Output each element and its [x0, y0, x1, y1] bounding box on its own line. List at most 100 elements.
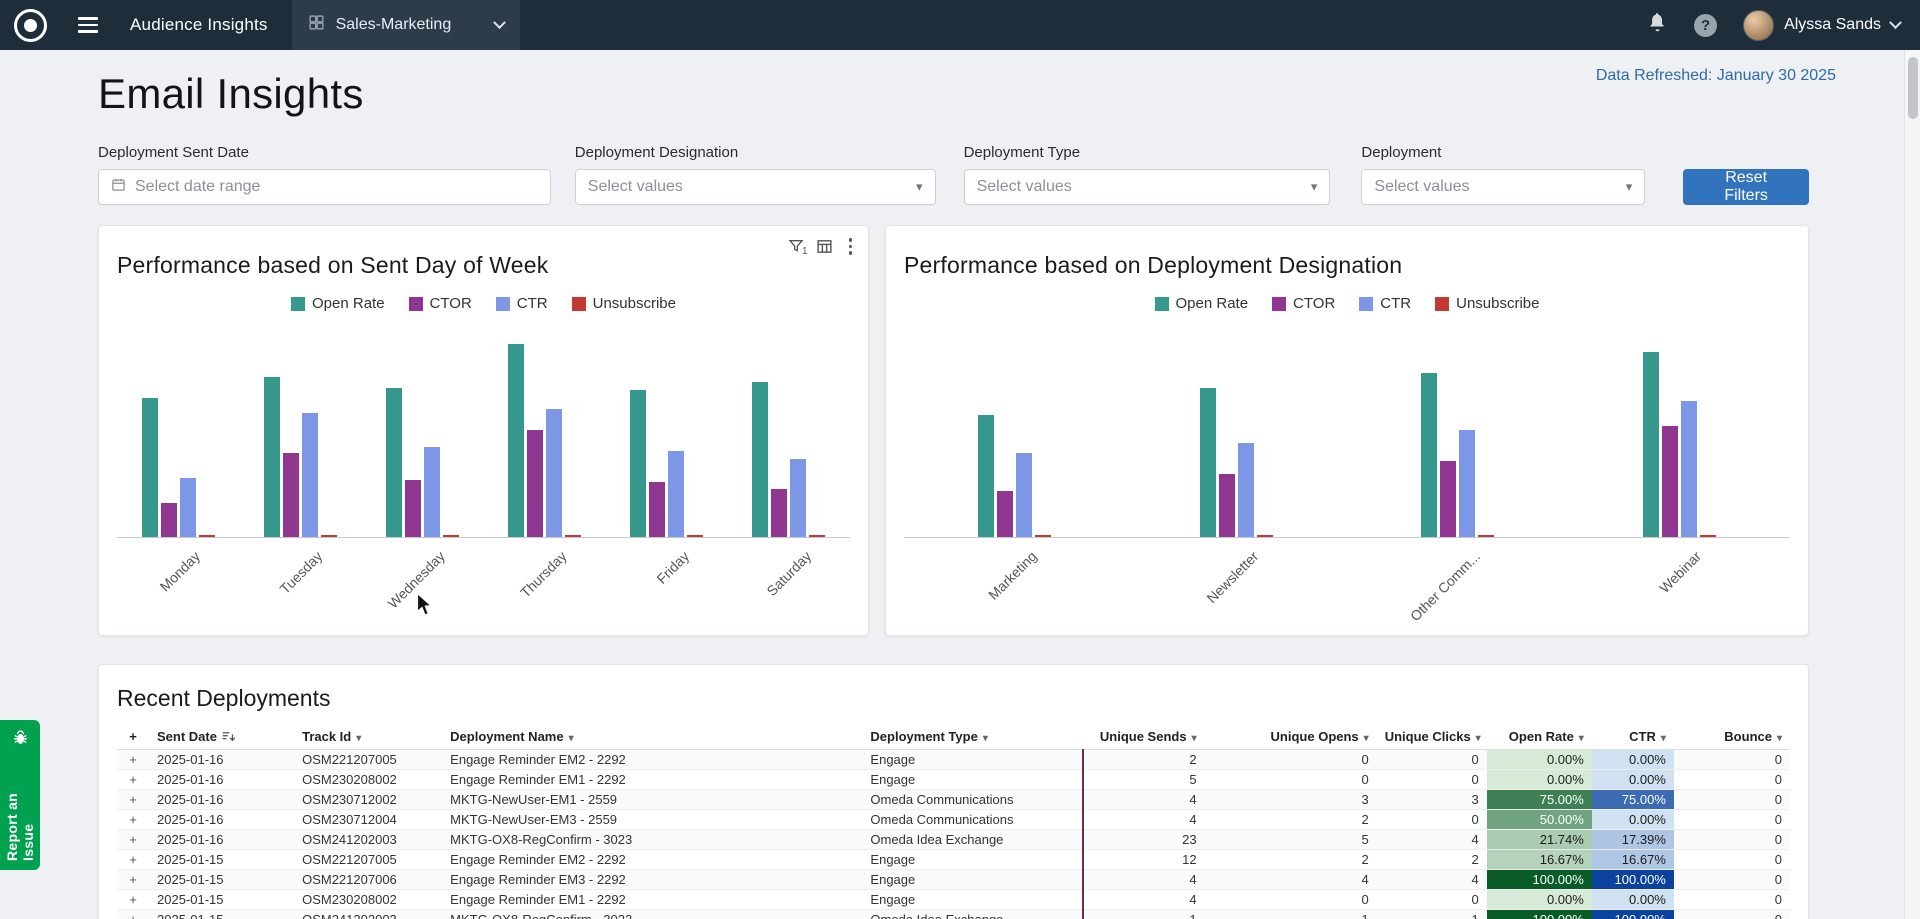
row-expand-button[interactable]: + — [117, 890, 149, 910]
bar-ctr[interactable] — [790, 459, 806, 537]
bar-ctr[interactable] — [1681, 401, 1697, 538]
bar-ctor[interactable] — [997, 491, 1013, 537]
bar-ctor[interactable] — [1662, 426, 1678, 537]
row-expand-button[interactable]: + — [117, 910, 149, 919]
column-header-unique-clicks[interactable]: Unique Clicks▾ — [1377, 724, 1487, 750]
column-header-track-id[interactable]: Track Id▾ — [294, 724, 442, 750]
scrollbar-thumb[interactable] — [1908, 57, 1918, 119]
column-filter-caret-icon[interactable]: ▾ — [356, 733, 361, 744]
bar-open-rate[interactable] — [1643, 352, 1659, 537]
help-icon[interactable]: ? — [1694, 14, 1717, 37]
row-expand-button[interactable]: + — [117, 750, 149, 770]
column-header-deployment-type[interactable]: Deployment Type▾ — [862, 724, 1082, 750]
column-header-expand[interactable]: + — [117, 724, 149, 750]
bar-unsubscribe[interactable] — [687, 535, 703, 537]
legend-item-open-rate[interactable]: Open Rate — [291, 295, 385, 312]
row-expand-button[interactable]: + — [117, 870, 149, 890]
column-filter-caret-icon[interactable]: ▾ — [1661, 733, 1666, 744]
column-header-open-rate[interactable]: Open Rate▾ — [1487, 724, 1592, 750]
bar-ctor[interactable] — [1440, 461, 1456, 537]
bar-ctr[interactable] — [668, 451, 684, 537]
column-header-unique-sends[interactable]: Unique Sends▾ — [1083, 724, 1205, 750]
legend-item-ctr[interactable]: CTR — [1359, 295, 1411, 312]
bar-ctor[interactable] — [405, 480, 421, 537]
notifications-bell-icon[interactable] — [1647, 12, 1668, 38]
column-header-ctr[interactable]: CTR▾ — [1592, 724, 1674, 750]
bar-open-rate[interactable] — [508, 344, 524, 537]
column-header-unique-opens[interactable]: Unique Opens▾ — [1205, 724, 1377, 750]
bar-open-rate[interactable] — [752, 382, 768, 537]
bar-open-rate[interactable] — [1421, 373, 1437, 537]
column-header-bounce[interactable]: Bounce▾ — [1674, 724, 1790, 750]
kebab-menu-icon[interactable] — [845, 236, 857, 257]
bar-unsubscribe[interactable] — [1478, 535, 1494, 537]
column-filter-caret-icon[interactable]: ▾ — [569, 733, 574, 744]
row-expand-button[interactable]: + — [117, 810, 149, 830]
bar-ctor[interactable] — [649, 482, 665, 537]
row-expand-button[interactable]: + — [117, 770, 149, 790]
column-filter-caret-icon[interactable]: ▾ — [1476, 733, 1481, 744]
column-filter-caret-icon[interactable]: ▾ — [1192, 733, 1197, 744]
bar-open-rate[interactable] — [142, 398, 158, 537]
x-axis-label-text: Newsletter — [1203, 548, 1261, 606]
bar-unsubscribe[interactable] — [443, 535, 459, 537]
bar-open-rate[interactable] — [264, 377, 280, 537]
bar-unsubscribe[interactable] — [809, 535, 825, 537]
hamburger-menu-icon[interactable] — [78, 17, 98, 33]
bar-open-rate[interactable] — [630, 390, 646, 537]
table-row: +2025-01-15OSM221207005Engage Reminder E… — [117, 850, 1790, 870]
bar-open-rate[interactable] — [978, 415, 994, 537]
table-row: +2025-01-16OSM221207005Engage Reminder E… — [117, 750, 1790, 770]
bar-unsubscribe[interactable] — [1700, 535, 1716, 537]
bar-ctor[interactable] — [283, 453, 299, 537]
column-header-deployment-name[interactable]: Deployment Name▾ — [442, 724, 862, 750]
bar-ctr[interactable] — [180, 478, 196, 537]
row-expand-button[interactable]: + — [117, 850, 149, 870]
report-issue-button[interactable]: Report an Issue — [0, 720, 40, 870]
bar-ctr[interactable] — [1459, 430, 1475, 537]
bar-unsubscribe[interactable] — [321, 535, 337, 537]
type-select[interactable]: Select values ▾ — [964, 169, 1331, 205]
bar-ctor[interactable] — [1219, 474, 1235, 537]
legend-item-unsubscribe[interactable]: Unsubscribe — [1435, 295, 1539, 312]
column-header-sent-date[interactable]: Sent Date — [149, 724, 294, 750]
bar-ctor[interactable] — [527, 430, 543, 537]
legend-item-open-rate[interactable]: Open Rate — [1155, 295, 1249, 312]
legend-item-ctor[interactable]: CTOR — [1272, 295, 1335, 312]
bar-unsubscribe[interactable] — [1035, 535, 1051, 537]
bar-unsubscribe[interactable] — [565, 535, 581, 537]
column-filter-caret-icon[interactable]: ▾ — [1579, 733, 1584, 744]
reset-filters-button[interactable]: Reset Filters — [1683, 169, 1809, 205]
bar-ctr[interactable] — [424, 447, 440, 537]
bar-ctr[interactable] — [546, 409, 562, 537]
row-expand-button[interactable]: + — [117, 790, 149, 810]
column-filter-caret-icon[interactable]: ▾ — [1777, 733, 1782, 744]
user-menu[interactable]: Alyssa Sands — [1743, 10, 1900, 41]
bar-unsubscribe[interactable] — [1257, 535, 1273, 537]
legend-item-ctor[interactable]: CTOR — [409, 295, 472, 312]
bar-ctr[interactable] — [1238, 443, 1254, 538]
omeda-logo-icon[interactable] — [14, 9, 47, 42]
cell-open-rate: 50.00% — [1487, 810, 1592, 830]
cell-open-rate: 100.00% — [1487, 870, 1592, 890]
bar-ctor[interactable] — [161, 503, 177, 537]
workspace-selector[interactable]: Sales-Marketing — [292, 0, 520, 50]
table-view-icon[interactable] — [816, 238, 833, 255]
page-scrollbar[interactable] — [1904, 50, 1920, 919]
date-range-input[interactable]: Select date range — [98, 169, 551, 205]
column-filter-caret-icon[interactable]: ▾ — [1364, 733, 1369, 744]
legend-item-unsubscribe[interactable]: Unsubscribe — [572, 295, 676, 312]
bar-ctor[interactable] — [771, 489, 787, 537]
bar-open-rate[interactable] — [386, 388, 402, 537]
legend-item-ctr[interactable]: CTR — [496, 295, 548, 312]
bar-ctr[interactable] — [302, 413, 318, 537]
deployment-select[interactable]: Select values ▾ — [1361, 169, 1645, 205]
data-refreshed-label: Data Refreshed: January 30 2025 — [1596, 67, 1836, 85]
column-filter-caret-icon[interactable]: ▾ — [983, 733, 988, 744]
designation-select[interactable]: Select values ▾ — [575, 169, 936, 205]
chart-filter-icon[interactable]: 1 — [788, 238, 804, 254]
row-expand-button[interactable]: + — [117, 830, 149, 850]
bar-open-rate[interactable] — [1200, 388, 1216, 537]
bar-unsubscribe[interactable] — [199, 535, 215, 537]
bar-ctr[interactable] — [1016, 453, 1032, 537]
